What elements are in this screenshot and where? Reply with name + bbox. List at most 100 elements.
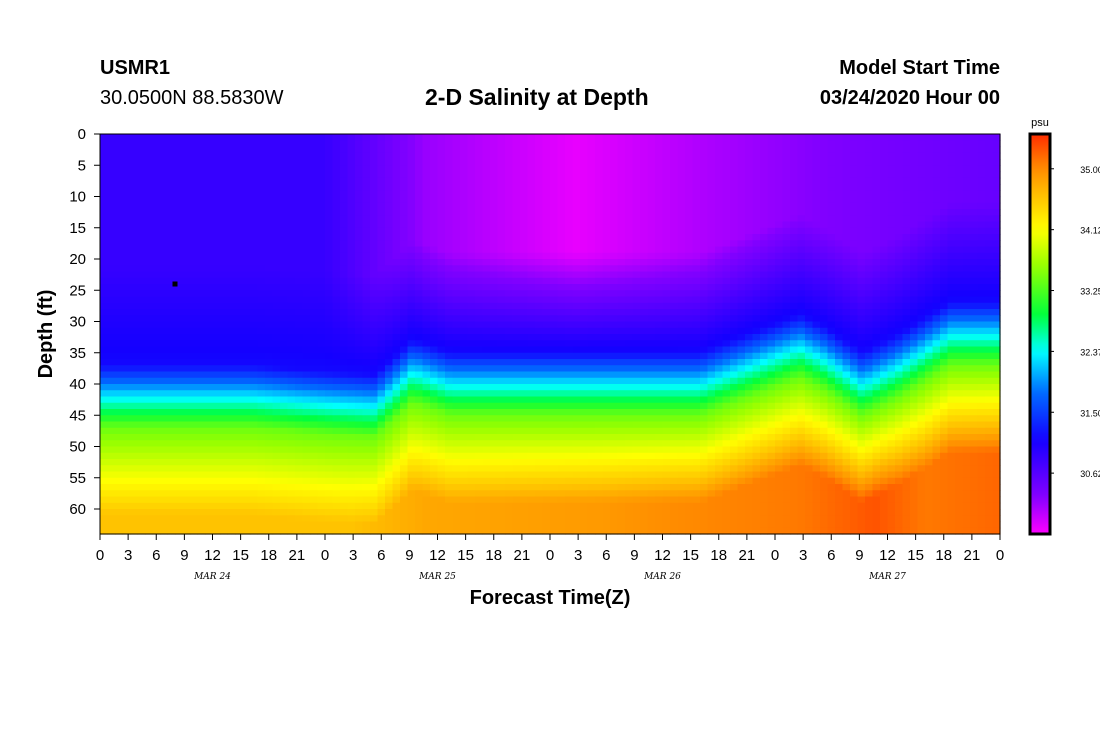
heatmap-cell [190,309,199,316]
heatmap-cell [662,152,671,160]
heatmap-cell [557,440,566,448]
heatmap-cell [257,527,266,535]
heatmap-cell [212,471,221,479]
heatmap-cell [550,371,559,379]
heatmap-cell [422,134,431,141]
heatmap-cell [452,171,461,179]
heatmap-cell [160,290,169,298]
heatmap-cell [175,490,184,498]
heatmap-cell [220,309,229,316]
heatmap-cell [332,402,341,410]
heatmap-cell [175,184,184,191]
heatmap-cell [602,384,611,391]
heatmap-cell [302,484,311,491]
heatmap-cell [505,421,514,429]
heatmap-cell [632,234,641,241]
heatmap-cell [280,234,289,241]
heatmap-cell [287,521,296,529]
heatmap-cell [122,515,131,523]
heatmap-cell [227,227,236,235]
heatmap-cell [197,509,206,516]
heatmap-cell [602,290,611,298]
heatmap-cell [355,384,364,391]
heatmap-cell [332,177,341,185]
heatmap-cell [527,496,536,504]
heatmap-cell [152,152,161,160]
heatmap-cell [130,340,139,348]
heatmap-cell [355,184,364,191]
heatmap-cell [392,190,401,198]
heatmap-cell [385,396,394,404]
heatmap-cell [602,202,611,210]
heatmap-cell [137,315,146,323]
heatmap-cell [430,527,439,535]
heatmap-cell [152,190,161,198]
heatmap-cell [475,471,484,479]
heatmap-cell [115,234,124,241]
heatmap-cell [445,465,454,473]
heatmap-cell [535,196,544,204]
heatmap-cell [490,427,499,435]
heatmap-cell [280,240,289,248]
heatmap-cell [115,202,124,210]
heatmap-cell [287,196,296,204]
heatmap-cell [362,371,371,379]
heatmap-cell [602,352,611,360]
heatmap-cell [640,315,649,323]
heatmap-cell [317,302,326,310]
heatmap-cell [670,252,679,260]
heatmap-cell [430,184,439,191]
heatmap-cell [595,284,604,291]
heatmap-cell [115,340,124,348]
heatmap-cell [565,434,574,441]
heatmap-cell [115,227,124,235]
heatmap-cell [467,202,476,210]
heatmap-cell [580,240,589,248]
heatmap-cell [317,215,326,223]
heatmap-cell [445,140,454,148]
heatmap-cell [265,215,274,223]
heatmap-cell [302,134,311,141]
heatmap-cell [550,134,559,141]
heatmap-cell [602,477,611,485]
heatmap-cell [497,240,506,248]
heatmap-cell [557,434,566,441]
heatmap-cell [107,477,116,485]
heatmap-cell [295,190,304,198]
heatmap-cell [280,196,289,204]
heatmap-cell [152,309,161,316]
heatmap-cell [235,265,244,273]
heatmap-cell [190,509,199,516]
heatmap-cell [130,315,139,323]
heatmap-cell [527,209,536,216]
heatmap-cell [362,459,371,466]
heatmap-cell [587,252,596,260]
heatmap-cell [257,134,266,141]
heatmap-cell [265,409,274,416]
heatmap-cell [430,134,439,141]
heatmap-cell [640,271,649,279]
heatmap-cell [227,277,236,285]
heatmap-cell [670,177,679,185]
heatmap-cell [250,527,259,535]
heatmap-cell [235,340,244,348]
heatmap-cell [325,196,334,204]
heatmap-cell [512,421,521,429]
heatmap-cell [197,365,206,373]
heatmap-cell [557,252,566,260]
heatmap-cell [205,440,214,448]
heatmap-cell [370,440,379,448]
heatmap-cell [160,434,169,441]
heatmap-cell [467,346,476,354]
heatmap-cell [107,465,116,473]
heatmap-cell [565,196,574,204]
heatmap-cell [212,252,221,260]
heatmap-cell [370,165,379,173]
heatmap-cell [212,371,221,379]
heatmap-cell [662,196,671,204]
heatmap-cell [595,290,604,298]
heatmap-cell [385,134,394,141]
heatmap-cell [347,302,356,310]
heatmap-cell [467,509,476,516]
heatmap-cell [272,384,281,391]
